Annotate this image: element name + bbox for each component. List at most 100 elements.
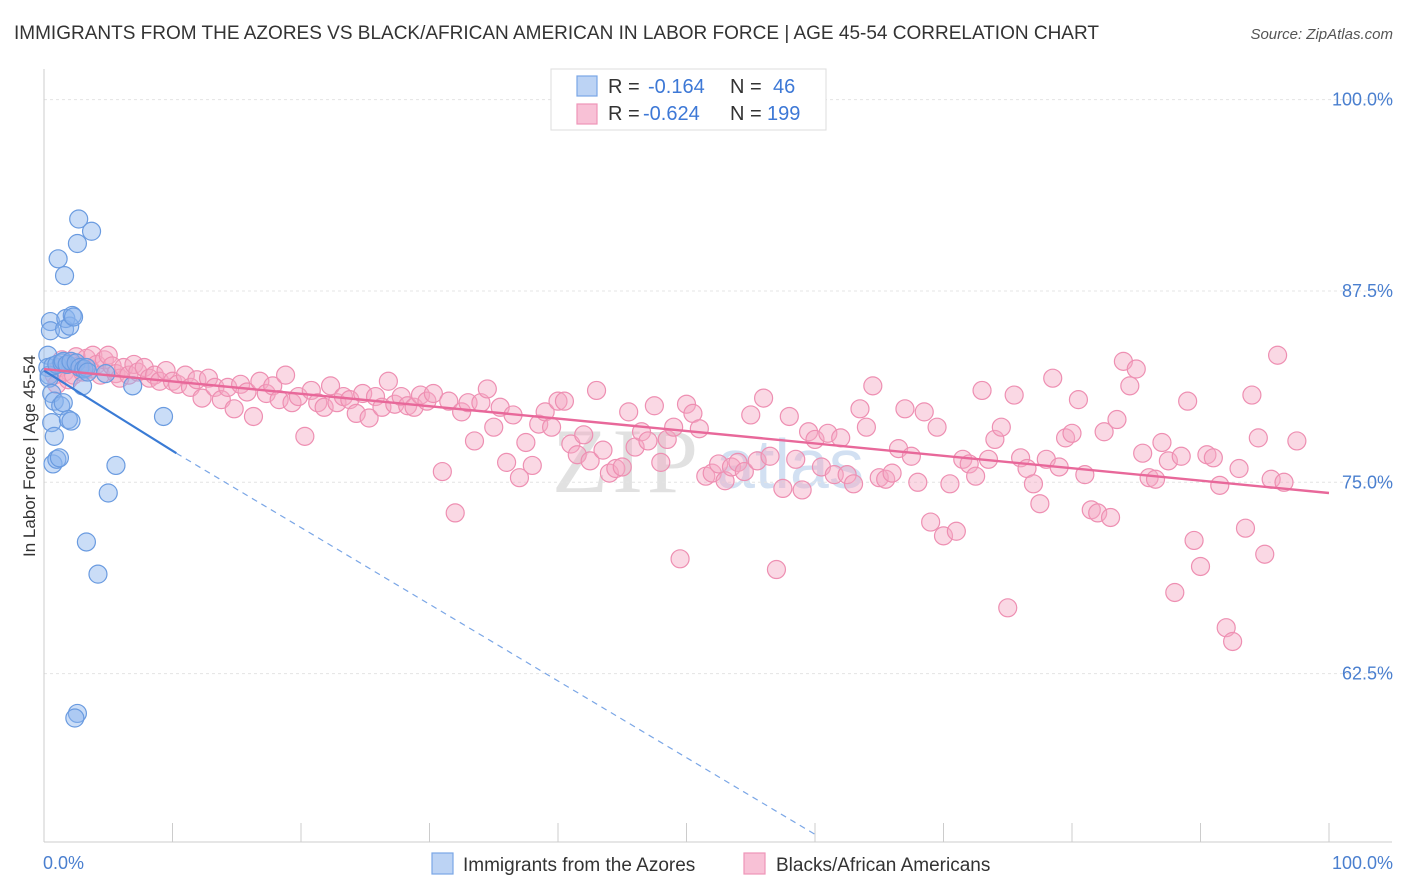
blacks-point-174 (1088, 503, 1108, 523)
blacks-point-198 (1242, 385, 1262, 405)
blacks-point-147 (914, 402, 934, 422)
blacks-point-126 (779, 406, 799, 427)
x-ticks (172, 823, 1330, 842)
blacks-point-84 (509, 468, 530, 488)
blacks-point-139 (863, 376, 883, 396)
blacks-point-200 (1255, 544, 1275, 564)
blacks-point-123 (760, 446, 780, 466)
y-tick-label-2: 75.0% (1342, 472, 1393, 492)
azores-point-18 (53, 393, 73, 413)
blacks-point-97 (593, 440, 613, 460)
blacks-point-175 (1094, 422, 1114, 442)
blacks-point-160 (998, 598, 1018, 618)
stats-legend: R = -0.164 N = 46 R = -0.624 N = 199 (550, 68, 827, 131)
blacks-trend-line (43, 367, 1330, 495)
bottom-legend-label-azores: Immigrants from the Azores (463, 855, 695, 876)
blacks-point-94 (574, 425, 594, 445)
azores-point-42 (76, 532, 97, 552)
x-tick-label-min: 0.0% (43, 853, 84, 873)
series-immigrants-from-the-azores (38, 209, 174, 728)
blacks-point-80 (484, 417, 504, 437)
blacks-point-73 (439, 391, 459, 411)
blacks-point-161 (1004, 385, 1024, 405)
blacks-point-77 (464, 431, 485, 451)
blacks-point-54 (314, 397, 334, 417)
blacks-point-32 (175, 365, 195, 385)
blacks-point-85 (516, 432, 536, 453)
blacks-point-197 (1235, 518, 1256, 538)
blacks-point-106 (651, 452, 671, 472)
blacks-point-142 (882, 463, 902, 483)
blacks-point-195 (1223, 631, 1243, 652)
azores-point-20 (54, 266, 75, 286)
blacks-point-79 (477, 379, 497, 399)
legend-swatch-blue (576, 75, 598, 97)
blacks-point-186 (1165, 582, 1185, 603)
azores-point-28 (63, 307, 84, 327)
blacks-point-187 (1171, 446, 1191, 466)
watermark-atlas: atlas (716, 425, 864, 503)
series-legend: Immigrants from the Azores Blacks/Africa… (431, 852, 990, 876)
azores-point-47 (65, 708, 85, 728)
blacks-point-82 (497, 452, 517, 472)
blacks-point-144 (895, 399, 915, 419)
legend-n-value-2: 199 (767, 103, 800, 125)
azores-point-44 (123, 376, 143, 396)
blacks-point-189 (1184, 530, 1204, 551)
blacks-point-127 (786, 449, 806, 469)
legend-n-label-2: N = (730, 103, 762, 125)
blacks-point-71 (423, 383, 443, 404)
blacks-point-155 (966, 466, 986, 486)
blacks-point-137 (850, 399, 870, 419)
blacks-point-119 (734, 461, 754, 482)
azores-point-43 (88, 564, 108, 584)
blacks-point-184 (1152, 432, 1172, 453)
blacks-point-61 (359, 408, 379, 428)
bottom-legend-label-blacks: Blacks/African Americans (776, 855, 990, 876)
blacks-point-100 (612, 457, 632, 477)
blacks-point-129 (798, 422, 819, 442)
watermark: ZIP atlas (552, 410, 864, 512)
x-tick-label-max: 100.0% (1332, 853, 1393, 873)
blacks-point-55 (320, 376, 341, 396)
blacks-point-95 (580, 451, 600, 471)
blacks-point-151 (940, 474, 960, 494)
blacks-point-48 (275, 365, 296, 385)
y-tick-label-3: 62.5% (1342, 664, 1393, 684)
legend-n-label-1: N = (730, 76, 762, 98)
blacks-point-108 (664, 417, 684, 437)
blacks-point-203 (1274, 472, 1294, 492)
blacks-point-112 (689, 419, 709, 439)
blacks-point-152 (946, 521, 966, 541)
blacks-point-121 (747, 451, 767, 471)
y-tick-labels: 100.0% 87.5% 75.0% 62.5% (1332, 90, 1393, 684)
blacks-point-136 (843, 474, 864, 494)
azores-point-15 (49, 448, 70, 468)
blacks-point-202 (1267, 345, 1288, 365)
chart-source: Source: ZipAtlas.com (1250, 26, 1393, 43)
blacks-point-193 (1210, 475, 1230, 495)
blacks-point-25 (134, 357, 154, 378)
blacks-point-148 (921, 512, 941, 532)
blacks-point-181 (1133, 443, 1153, 463)
blacks-point-104 (638, 431, 658, 451)
blacks-point-107 (657, 429, 677, 450)
blacks-point-196 (1229, 458, 1249, 479)
blacks-point-72 (432, 461, 452, 482)
blacks-point-177 (1107, 409, 1127, 430)
blacks-point-109 (670, 549, 690, 569)
blacks-point-165 (1030, 494, 1050, 514)
blacks-point-125 (773, 478, 793, 499)
azores-point-45 (153, 406, 174, 427)
blacks-point-17 (98, 345, 118, 365)
blacks-point-145 (901, 446, 921, 466)
bottom-legend-swatch-pink (743, 852, 766, 875)
azores-trend-extension (176, 452, 816, 835)
blacks-point-192 (1203, 448, 1223, 468)
axes (43, 69, 1392, 843)
blacks-point-156 (972, 380, 992, 401)
blacks-point-64 (378, 371, 398, 391)
azores-point-26 (61, 411, 81, 431)
blacks-point-29 (156, 360, 176, 381)
